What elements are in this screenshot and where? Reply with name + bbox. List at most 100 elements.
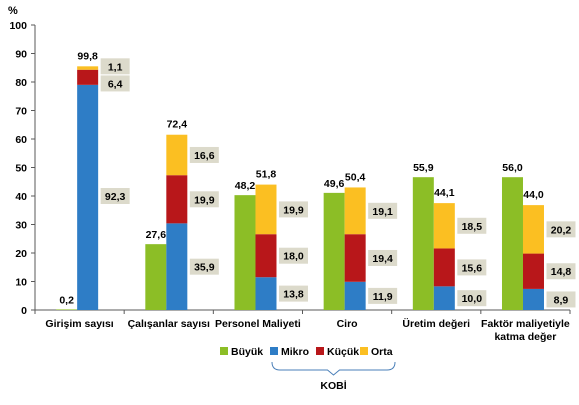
data-label-orta-box — [100, 58, 130, 75]
legend-label: Küçük — [327, 346, 359, 358]
data-label-buyuk: 49,6 — [324, 178, 345, 190]
y-tick-label: 60 — [15, 134, 27, 146]
data-label-orta-box — [546, 221, 576, 238]
y-tick-label: 90 — [15, 49, 27, 61]
category-label: Üretim değeri — [402, 317, 470, 330]
bar-kucuk — [77, 69, 99, 85]
data-label-kobi-total: 50,4 — [345, 171, 366, 183]
category-label: Personel Maliyeti — [215, 318, 301, 330]
bar-orta — [255, 184, 277, 235]
y-tick-label: 0 — [21, 305, 27, 317]
data-label-orta: 18,5 — [462, 221, 483, 233]
legend-label: Orta — [371, 346, 393, 358]
data-label-kucuk: 6,4 — [108, 78, 123, 90]
data-label-mikro-box — [278, 285, 308, 302]
bar-mikro — [166, 223, 188, 310]
data-label-mikro: 11,9 — [373, 291, 393, 303]
bar-buyuk — [501, 177, 523, 310]
data-label-kobi-total: 51,8 — [256, 169, 277, 181]
bar-buyuk — [234, 195, 256, 310]
data-label-orta: 19,9 — [283, 204, 304, 216]
y-tick-label: 70 — [15, 106, 27, 118]
bar-orta — [522, 205, 544, 254]
data-label-kucuk-box — [100, 75, 130, 92]
bar-kucuk — [166, 175, 188, 224]
y-tick-label: 80 — [15, 77, 27, 89]
category-label: Ciro — [337, 318, 358, 330]
data-label-orta: 20,2 — [551, 224, 572, 236]
data-label-mikro-box — [100, 188, 130, 204]
data-label-kucuk-box — [278, 247, 308, 264]
y-tick-label: 50 — [15, 163, 27, 175]
data-label-kucuk-box — [546, 263, 576, 280]
data-label-kucuk: 14,8 — [551, 266, 572, 278]
y-tick-label: 20 — [15, 248, 27, 260]
bar-orta — [77, 66, 99, 70]
data-label-buyuk: 55,9 — [413, 162, 434, 174]
bar-buyuk — [145, 244, 167, 310]
data-label-kucuk-box — [457, 259, 487, 276]
bar-mikro — [433, 286, 455, 310]
data-label-orta-box — [368, 202, 398, 219]
bar-buyuk — [323, 192, 345, 310]
data-label-kobi-total: 44,1 — [434, 187, 455, 199]
bar-orta — [433, 203, 455, 249]
data-label-mikro-box — [457, 290, 487, 307]
data-label-buyuk: 56,0 — [502, 162, 523, 174]
data-label-buyuk: 0,2 — [59, 294, 74, 306]
category-label: Girişim sayısı — [45, 318, 113, 330]
data-label-buyuk: 27,6 — [146, 229, 167, 241]
data-label-mikro: 35,9 — [194, 262, 215, 274]
data-label-kobi-total: 72,4 — [167, 119, 188, 131]
data-label-kucuk: 15,6 — [462, 262, 483, 274]
data-label-orta-box — [189, 146, 219, 163]
bar-mikro — [522, 288, 544, 310]
y-tick-label: 10 — [15, 277, 27, 289]
legend-swatch — [220, 347, 228, 355]
data-label-orta-box — [457, 217, 487, 234]
y-tick-label: 40 — [15, 191, 27, 203]
category-label: Faktör maliyetiyle — [481, 318, 570, 330]
bar-kucuk — [344, 234, 366, 282]
kobi-bracket — [271, 361, 396, 376]
data-label-orta-box — [278, 201, 308, 218]
legend-label: Mikro — [281, 346, 309, 358]
data-label-mikro: 92,3 — [105, 191, 126, 203]
data-label-kobi-total: 99,8 — [77, 50, 98, 62]
data-label-mikro-box — [189, 258, 219, 275]
kobi-label: KOBİ — [320, 379, 346, 392]
bar-orta — [166, 134, 188, 176]
data-label-kobi-total: 44,0 — [523, 189, 544, 201]
bar-kucuk — [255, 234, 277, 278]
data-label-mikro: 10,0 — [462, 293, 483, 305]
category-label: katma değer — [494, 331, 556, 343]
bar-mikro — [344, 281, 366, 310]
bar-mikro — [255, 277, 277, 310]
bar-mikro — [77, 84, 99, 310]
data-label-mikro-box — [546, 291, 576, 308]
data-label-orta: 1,1 — [108, 61, 123, 73]
bar-buyuk — [56, 309, 78, 310]
legend-swatch — [270, 347, 278, 355]
data-label-buyuk: 48,2 — [235, 180, 256, 192]
bar-kucuk — [433, 248, 455, 287]
bar-buyuk — [412, 177, 434, 310]
category-label: Çalışanlar sayısı — [128, 318, 210, 330]
bar-orta — [344, 187, 366, 235]
bar-kucuk — [522, 253, 544, 289]
data-label-kucuk: 19,4 — [372, 253, 393, 265]
y-axis-unit: % — [8, 5, 18, 17]
data-label-kucuk: 19,9 — [194, 194, 215, 206]
data-label-mikro: 13,8 — [283, 289, 304, 301]
data-label-kucuk-box — [189, 191, 219, 208]
legend-swatch — [360, 347, 368, 355]
data-label-kucuk: 18,0 — [283, 251, 304, 263]
data-label-mikro: 8,9 — [554, 294, 569, 306]
data-label-orta: 19,1 — [372, 206, 393, 218]
data-label-mikro-box — [368, 287, 398, 304]
y-tick-label: 30 — [15, 220, 27, 232]
y-tick-label: 100 — [9, 20, 27, 32]
legend-label: Büyük — [231, 346, 263, 358]
legend-swatch — [316, 347, 324, 355]
